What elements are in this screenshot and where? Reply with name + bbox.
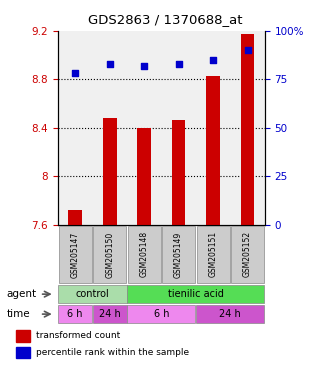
Bar bbox=[196, 305, 264, 323]
Bar bbox=[197, 226, 230, 283]
Point bbox=[176, 61, 181, 67]
Point bbox=[211, 57, 216, 63]
Bar bbox=[231, 226, 264, 283]
Bar bbox=[127, 285, 264, 303]
Text: GSM205151: GSM205151 bbox=[209, 231, 217, 278]
Bar bbox=[206, 76, 220, 225]
Bar bbox=[162, 226, 195, 283]
Bar bbox=[127, 305, 196, 323]
Bar bbox=[68, 210, 82, 225]
Text: GDS2863 / 1370688_at: GDS2863 / 1370688_at bbox=[88, 13, 243, 26]
Text: control: control bbox=[75, 289, 109, 299]
Bar bbox=[127, 226, 161, 283]
Point bbox=[245, 47, 250, 53]
Text: agent: agent bbox=[7, 289, 37, 299]
Bar bbox=[241, 34, 255, 225]
Point bbox=[141, 63, 147, 69]
Bar bbox=[58, 285, 126, 303]
Bar bbox=[103, 118, 117, 225]
Text: GSM205152: GSM205152 bbox=[243, 231, 252, 278]
Text: transformed count: transformed count bbox=[36, 331, 120, 340]
Text: 24 h: 24 h bbox=[99, 309, 120, 319]
Bar bbox=[172, 121, 185, 225]
Bar bbox=[58, 305, 92, 323]
Bar bbox=[16, 347, 30, 358]
Bar bbox=[137, 128, 151, 225]
Bar bbox=[93, 305, 126, 323]
Text: GSM205150: GSM205150 bbox=[105, 231, 114, 278]
Text: 6 h: 6 h bbox=[68, 309, 83, 319]
Text: 6 h: 6 h bbox=[154, 309, 169, 319]
Bar bbox=[59, 226, 92, 283]
Text: tienilic acid: tienilic acid bbox=[168, 289, 224, 299]
Text: GSM205149: GSM205149 bbox=[174, 231, 183, 278]
Text: 24 h: 24 h bbox=[219, 309, 241, 319]
Point bbox=[107, 61, 112, 67]
Bar bbox=[16, 330, 30, 342]
Text: percentile rank within the sample: percentile rank within the sample bbox=[36, 348, 189, 357]
Text: GSM205148: GSM205148 bbox=[140, 231, 149, 278]
Bar bbox=[93, 226, 126, 283]
Text: GSM205147: GSM205147 bbox=[71, 231, 80, 278]
Text: time: time bbox=[7, 309, 30, 319]
Point bbox=[72, 70, 78, 76]
